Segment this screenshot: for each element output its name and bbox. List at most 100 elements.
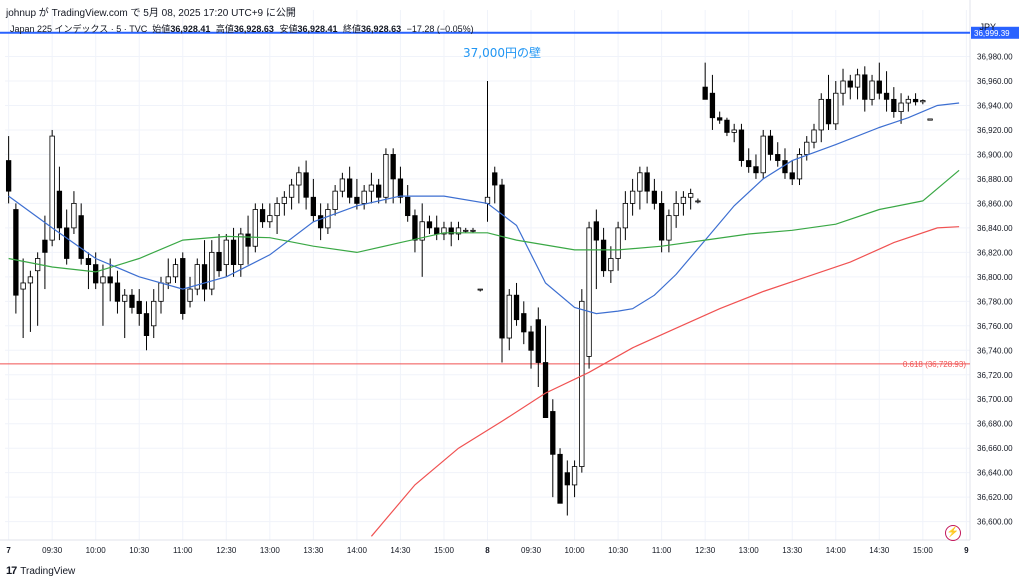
candle-body (376, 184, 382, 198)
candle-body (332, 190, 338, 210)
candle-body (883, 92, 890, 100)
lightning-icon[interactable]: ⚡ (945, 525, 961, 541)
candle-body (622, 202, 629, 229)
publish-info: johnup が TradingView.com で 5月 08, 2025 1… (6, 8, 296, 19)
candle-body (658, 202, 665, 241)
candle-body (426, 221, 433, 229)
x-tick-label: 09:30 (42, 546, 63, 555)
y-tick-label: 36,880.00 (977, 175, 1013, 184)
candle-body (296, 172, 302, 186)
candle-body (579, 300, 585, 467)
candle-body (876, 80, 882, 94)
candle-body (361, 190, 367, 204)
candle-body (252, 209, 258, 247)
candle-body (637, 172, 643, 192)
candle-body (513, 294, 520, 321)
candle-body (506, 294, 512, 339)
candle-body (383, 154, 389, 198)
candle-body (542, 362, 549, 418)
candle-body (129, 294, 135, 308)
candle-body (775, 154, 781, 161)
candle-body (717, 117, 723, 121)
close-label: 終値 (343, 24, 362, 34)
candle-body (71, 202, 77, 229)
candle-body (288, 184, 295, 198)
currency-label[interactable]: JPY (979, 22, 996, 32)
series-line-ma_mid (8, 169, 960, 273)
candle-body (216, 251, 222, 272)
candle-body (608, 258, 614, 272)
y-tick-label: 36,640.00 (977, 469, 1013, 478)
candle-body (593, 221, 599, 241)
candle-body (310, 196, 317, 217)
y-tick-label: 36,860.00 (977, 199, 1013, 208)
candle-body (230, 239, 237, 265)
x-tick-label: 13:00 (739, 546, 760, 555)
candle-body (492, 172, 498, 186)
candle-body (688, 193, 694, 198)
x-tick-label: 9 (964, 546, 969, 555)
candle-body (434, 227, 440, 235)
x-tick-label: 7 (6, 546, 11, 555)
candle-body (521, 313, 527, 333)
x-tick-label: 14:30 (869, 546, 890, 555)
y-tick-label: 36,840.00 (977, 224, 1013, 233)
h-line-price-tag (971, 26, 1019, 39)
low-label: 安値 (279, 24, 298, 34)
candle-body (550, 411, 556, 455)
candle-body (818, 98, 824, 131)
candle-body (571, 466, 578, 486)
candle-body (325, 209, 331, 229)
candle-body (724, 119, 730, 133)
tradingview-brand[interactable]: 17 TradingView (6, 565, 75, 577)
candle-body (920, 100, 926, 103)
candle-body (796, 154, 803, 180)
candle-body (49, 135, 55, 241)
candle-body (804, 141, 810, 155)
candle-body (405, 196, 411, 217)
y-tick-label: 36,920.00 (977, 126, 1013, 135)
candle-body (259, 209, 266, 223)
y-tick-label: 36,740.00 (977, 346, 1013, 355)
x-tick-label: 14:00 (826, 546, 847, 555)
candle-body (238, 233, 244, 265)
candle-body (64, 227, 70, 259)
x-tick-label: 14:30 (390, 546, 411, 555)
x-tick-label: 13:30 (303, 546, 324, 555)
candle-body (731, 129, 737, 133)
candle-body (187, 288, 193, 302)
candle-body (702, 86, 708, 100)
symbol-legend: Japan 225 インデックス · 5 · TVC 始値36,928.41 高… (10, 22, 474, 35)
y-tick-label: 36,900.00 (977, 150, 1013, 159)
x-tick-label: 10:30 (129, 546, 150, 555)
candle-body (209, 251, 215, 290)
candle-body (912, 98, 919, 103)
x-tick-label: 8 (485, 546, 490, 555)
y-tick-label: 36,760.00 (977, 322, 1013, 331)
candle-body (354, 196, 360, 204)
candle-body (42, 239, 48, 253)
candle-body (825, 98, 832, 125)
y-tick-label: 36,720.00 (977, 371, 1013, 380)
candle-body (463, 229, 469, 232)
h-line-label: 0.618 (36,728.93) (903, 360, 966, 369)
series-line-ma_fast (8, 102, 960, 315)
candle-body (78, 215, 84, 259)
high-value: 36,928.63 (233, 24, 274, 34)
candle-body (419, 221, 425, 241)
x-tick-label: 13:30 (782, 546, 803, 555)
y-tick-label: 36,960.00 (977, 77, 1013, 86)
x-tick-label: 13:00 (260, 546, 281, 555)
candle-body (811, 129, 817, 143)
candle-body (172, 264, 179, 278)
candle-body (840, 80, 846, 94)
candle-body (412, 215, 418, 241)
candle-body (680, 196, 687, 204)
open-label: 始値 (152, 24, 171, 34)
candle-body (317, 215, 324, 229)
candle-body (151, 300, 157, 327)
candle-body (854, 74, 861, 88)
tradingview-logo-icon: 17 (6, 565, 17, 577)
candle-body (107, 276, 113, 284)
